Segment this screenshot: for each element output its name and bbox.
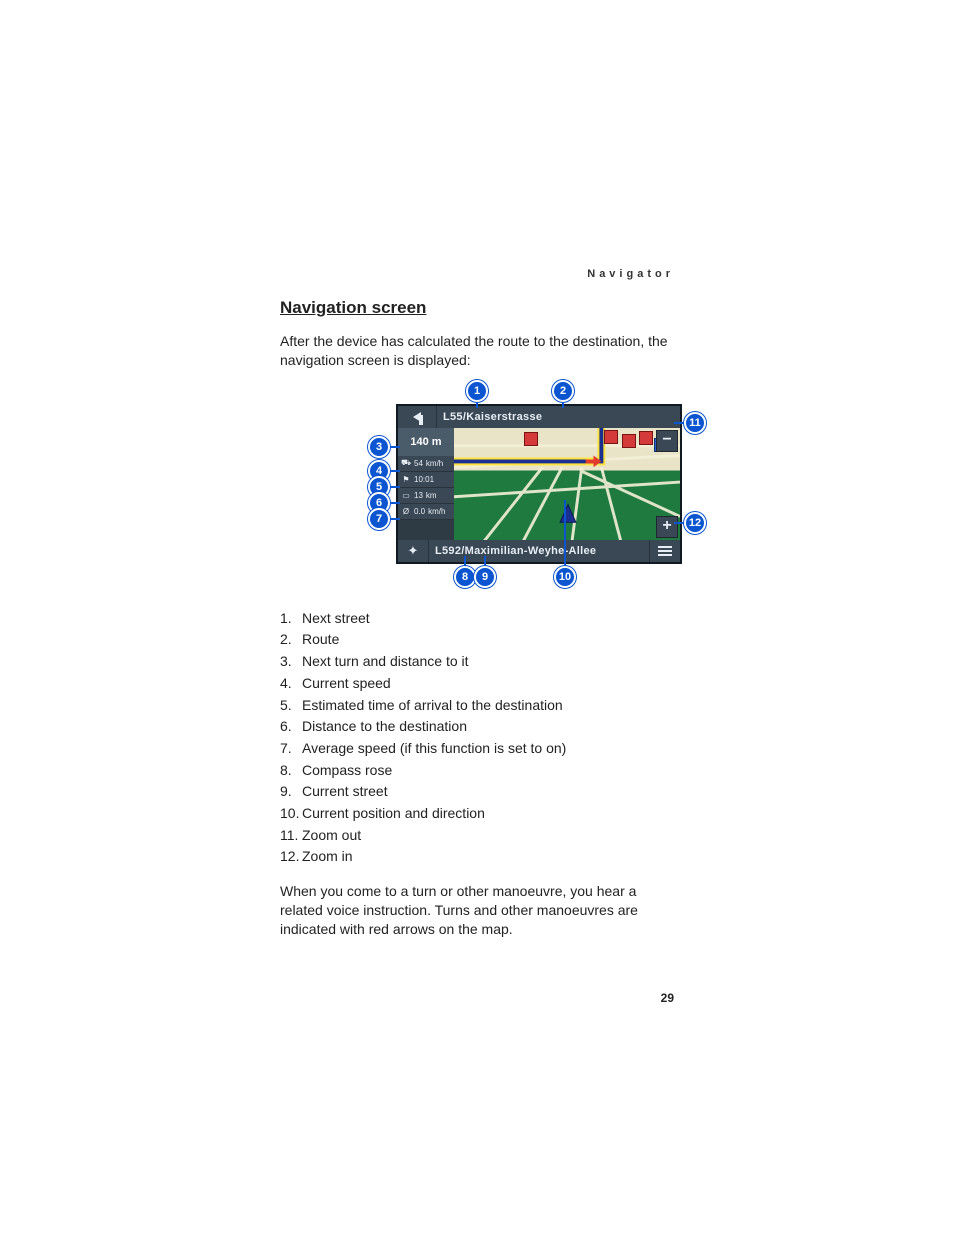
legend-item-number: 1. bbox=[280, 608, 302, 630]
poi-icon bbox=[639, 431, 653, 445]
avg-speed-chip: Ø 0.0 km/h bbox=[398, 504, 454, 520]
navigation-screenshot-figure: L55/Kaiserstrasse 140 m ⛟ 54 km/h ⚑ 10:0… bbox=[336, 380, 696, 590]
legend-item-number: 3. bbox=[280, 651, 302, 673]
page-number: 29 bbox=[661, 991, 674, 1005]
legend-item-number: 4. bbox=[280, 673, 302, 695]
legend-item-text: Next turn and distance to it bbox=[302, 651, 469, 673]
section-title: Navigation screen bbox=[280, 298, 674, 318]
legend-item-number: 12. bbox=[280, 846, 302, 868]
distance-unit: km bbox=[426, 491, 437, 500]
avg-icon: Ø bbox=[401, 507, 411, 516]
callout-bubble: 1 bbox=[466, 380, 488, 402]
top-bar: L55/Kaiserstrasse bbox=[398, 406, 680, 428]
callout-tick bbox=[564, 500, 566, 570]
speed-icon: ⛟ bbox=[401, 458, 411, 468]
legend-item: 10.Current position and direction bbox=[280, 803, 674, 825]
eta-value: 10:01 bbox=[414, 475, 434, 484]
poi-icon bbox=[604, 430, 618, 444]
running-header: Navigator bbox=[587, 268, 674, 280]
legend-item-number: 5. bbox=[280, 695, 302, 717]
intro-paragraph: After the device has calculated the rout… bbox=[280, 332, 674, 370]
legend-item: 7.Average speed (if this function is set… bbox=[280, 738, 674, 760]
speed-unit: km/h bbox=[426, 459, 443, 468]
legend-item: 9.Current street bbox=[280, 781, 674, 803]
poi-icon bbox=[524, 432, 538, 446]
legend-item: 1.Next street bbox=[280, 608, 674, 630]
callout-bubble: 11 bbox=[684, 412, 706, 434]
legend-item: 6.Distance to the destination bbox=[280, 716, 674, 738]
legend-item-number: 7. bbox=[280, 738, 302, 760]
callout-bubble: 3 bbox=[368, 436, 390, 458]
legend-item-text: Compass rose bbox=[302, 760, 392, 782]
legend-item: 2.Route bbox=[280, 629, 674, 651]
device-frame: L55/Kaiserstrasse 140 m ⛟ 54 km/h ⚑ 10:0… bbox=[396, 404, 682, 564]
callout-bubble: 9 bbox=[474, 566, 496, 588]
legend-item-text: Current speed bbox=[302, 673, 391, 695]
legend-item-number: 8. bbox=[280, 760, 302, 782]
menu-icon bbox=[658, 546, 672, 548]
outro-paragraph: When you come to a turn or other manoeuv… bbox=[280, 882, 674, 939]
legend-item-number: 6. bbox=[280, 716, 302, 738]
legend-item: 12.Zoom in bbox=[280, 846, 674, 868]
info-stack: ⛟ 54 km/h ⚑ 10:01 ▭ 13 km Ø 0.0 km/h bbox=[398, 456, 454, 520]
avg-speed-unit: km/h bbox=[428, 507, 445, 516]
legend-item-number: 11. bbox=[280, 825, 302, 847]
legend-item-text: Average speed (if this function is set t… bbox=[302, 738, 566, 760]
legend-item-text: Current street bbox=[302, 781, 388, 803]
legend-item-number: 2. bbox=[280, 629, 302, 651]
legend-item: 3.Next turn and distance to it bbox=[280, 651, 674, 673]
legend-item-number: 10. bbox=[280, 803, 302, 825]
distance-chip: ▭ 13 km bbox=[398, 488, 454, 504]
speed-value: 54 bbox=[414, 459, 423, 468]
callout-bubble: 12 bbox=[684, 512, 706, 534]
page: Navigator Navigation screen After the de… bbox=[0, 0, 954, 1235]
next-turn-icon bbox=[398, 406, 437, 428]
bottom-bar: ✦ L592/Maximilian-Weyhe-Allee bbox=[398, 540, 680, 562]
zoom-out-button[interactable]: − bbox=[656, 430, 678, 452]
legend-item-text: Route bbox=[302, 629, 339, 651]
legend-item-number: 9. bbox=[280, 781, 302, 803]
distance-value: 13 bbox=[414, 491, 423, 500]
flag-icon: ⚑ bbox=[401, 475, 411, 484]
menu-button[interactable] bbox=[649, 540, 680, 562]
legend-item: 8.Compass rose bbox=[280, 760, 674, 782]
callout-bubble: 10 bbox=[554, 566, 576, 588]
legend-item: 4.Current speed bbox=[280, 673, 674, 695]
poi-icon bbox=[622, 434, 636, 448]
callout-bubble: 2 bbox=[552, 380, 574, 402]
zoom-in-button[interactable]: + bbox=[656, 516, 678, 538]
legend-item-text: Distance to the destination bbox=[302, 716, 467, 738]
legend-item-text: Zoom in bbox=[302, 846, 353, 868]
eta-chip: ⚑ 10:01 bbox=[398, 472, 454, 488]
legend-item-text: Estimated time of arrival to the destina… bbox=[302, 695, 563, 717]
legend-list: 1.Next street2.Route3.Next turn and dist… bbox=[280, 608, 674, 868]
callout-bubble: 8 bbox=[454, 566, 476, 588]
current-speed-chip: ⛟ 54 km/h bbox=[398, 456, 454, 472]
map-canvas[interactable]: P bbox=[454, 428, 680, 540]
legend-item: 5.Estimated time of arrival to the desti… bbox=[280, 695, 674, 717]
next-street-label: L55/Kaiserstrasse bbox=[437, 411, 680, 423]
legend-item-text: Zoom out bbox=[302, 825, 361, 847]
avg-speed-value: 0.0 bbox=[414, 507, 425, 516]
callout-bubble: 7 bbox=[368, 508, 390, 530]
legend-item: 11.Zoom out bbox=[280, 825, 674, 847]
turn-arrow-icon bbox=[413, 412, 421, 422]
legend-item-text: Next street bbox=[302, 608, 370, 630]
distance-icon: ▭ bbox=[401, 491, 411, 500]
compass-rose-icon[interactable]: ✦ bbox=[398, 540, 429, 562]
turn-distance-box: 140 m bbox=[398, 428, 455, 457]
current-street-label: L592/Maximilian-Weyhe-Allee bbox=[429, 545, 649, 557]
legend-item-text: Current position and direction bbox=[302, 803, 485, 825]
